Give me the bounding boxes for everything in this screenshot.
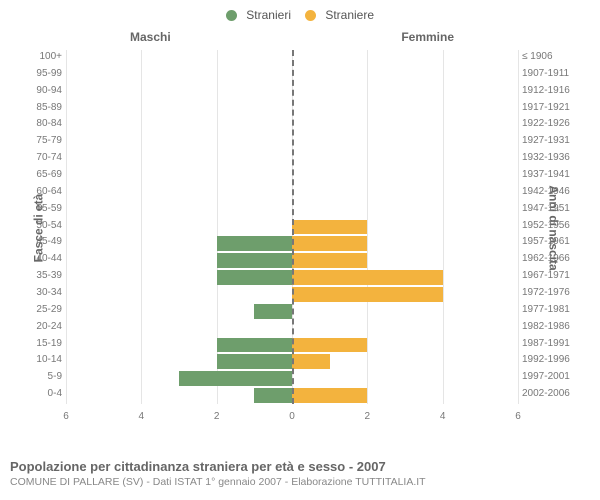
birth-label: 1967-1971 xyxy=(522,269,578,282)
x-tick: 4 xyxy=(139,411,145,422)
age-label: 90-94 xyxy=(28,84,62,97)
bar-female xyxy=(292,220,367,235)
birth-label: 1987-1991 xyxy=(522,337,578,350)
birth-label: 1997-2001 xyxy=(522,370,578,383)
legend: Stranieri Straniere xyxy=(0,0,600,22)
chart-wrapper: Stranieri Straniere Maschi Femmine Fasce… xyxy=(0,0,600,500)
birth-label: ≤ 1906 xyxy=(522,50,578,63)
age-label: 35-39 xyxy=(28,269,62,282)
legend-swatch-male xyxy=(226,10,237,21)
bar-male xyxy=(217,236,292,251)
age-label: 40-44 xyxy=(28,252,62,265)
bar-male xyxy=(217,354,292,369)
gridline xyxy=(518,50,519,404)
legend-item-male: Stranieri xyxy=(226,8,291,22)
bar-male xyxy=(179,371,292,386)
column-title-male: Maschi xyxy=(130,30,171,44)
legend-label-female: Straniere xyxy=(325,8,374,22)
birth-label: 1932-1936 xyxy=(522,151,578,164)
birth-label: 1992-1996 xyxy=(522,353,578,366)
bar-male xyxy=(254,388,292,403)
age-label: 20-24 xyxy=(28,320,62,333)
age-label: 95-99 xyxy=(28,67,62,80)
age-label: 10-14 xyxy=(28,353,62,366)
age-label: 55-59 xyxy=(28,202,62,215)
age-label: 65-69 xyxy=(28,168,62,181)
x-tick: 6 xyxy=(63,411,69,422)
bar-male xyxy=(217,270,292,285)
birth-label: 2002-2006 xyxy=(522,387,578,400)
birth-label: 1942-1946 xyxy=(522,185,578,198)
x-tick: 2 xyxy=(365,411,371,422)
age-label: 5-9 xyxy=(28,370,62,383)
footer-title: Popolazione per cittadinanza straniera p… xyxy=(10,459,590,474)
x-tick: 2 xyxy=(214,411,220,422)
bar-male xyxy=(254,304,292,319)
birth-label: 1922-1926 xyxy=(522,117,578,130)
x-tick: 0 xyxy=(289,411,295,422)
birth-label: 1927-1931 xyxy=(522,134,578,147)
footer: Popolazione per cittadinanza straniera p… xyxy=(10,459,590,488)
age-label: 80-84 xyxy=(28,117,62,130)
bar-female xyxy=(292,354,330,369)
bar-male xyxy=(217,338,292,353)
age-label: 85-89 xyxy=(28,101,62,114)
birth-label: 1957-1961 xyxy=(522,235,578,248)
age-label: 70-74 xyxy=(28,151,62,164)
birth-label: 1917-1921 xyxy=(522,101,578,114)
birth-label: 1972-1976 xyxy=(522,286,578,299)
age-label: 100+ xyxy=(28,50,62,63)
legend-item-female: Straniere xyxy=(305,8,374,22)
age-label: 75-79 xyxy=(28,134,62,147)
bar-female xyxy=(292,287,443,302)
birth-label: 1977-1981 xyxy=(522,303,578,316)
age-label: 25-29 xyxy=(28,303,62,316)
bar-female xyxy=(292,236,367,251)
age-label: 30-34 xyxy=(28,286,62,299)
center-axis xyxy=(292,50,294,404)
bar-male xyxy=(217,253,292,268)
age-label: 50-54 xyxy=(28,219,62,232)
legend-label-male: Stranieri xyxy=(246,8,291,22)
birth-label: 1947-1951 xyxy=(522,202,578,215)
plot-area: 6420246100+≤ 190695-991907-191190-941912… xyxy=(66,50,518,404)
birth-label: 1982-1986 xyxy=(522,320,578,333)
birth-label: 1907-1911 xyxy=(522,67,578,80)
birth-label: 1962-1966 xyxy=(522,252,578,265)
bar-female xyxy=(292,253,367,268)
bar-female xyxy=(292,270,443,285)
chart-area: Maschi Femmine Fasce di età Anni di nasc… xyxy=(0,28,600,428)
footer-subtitle: COMUNE DI PALLARE (SV) - Dati ISTAT 1° g… xyxy=(10,476,590,488)
bar-female xyxy=(292,388,367,403)
age-label: 15-19 xyxy=(28,337,62,350)
column-title-female: Femmine xyxy=(401,30,454,44)
bar-female xyxy=(292,338,367,353)
birth-label: 1912-1916 xyxy=(522,84,578,97)
age-label: 45-49 xyxy=(28,235,62,248)
x-tick: 4 xyxy=(440,411,446,422)
age-label: 60-64 xyxy=(28,185,62,198)
x-tick: 6 xyxy=(515,411,521,422)
age-label: 0-4 xyxy=(28,387,62,400)
birth-label: 1952-1956 xyxy=(522,219,578,232)
legend-swatch-female xyxy=(305,10,316,21)
birth-label: 1937-1941 xyxy=(522,168,578,181)
